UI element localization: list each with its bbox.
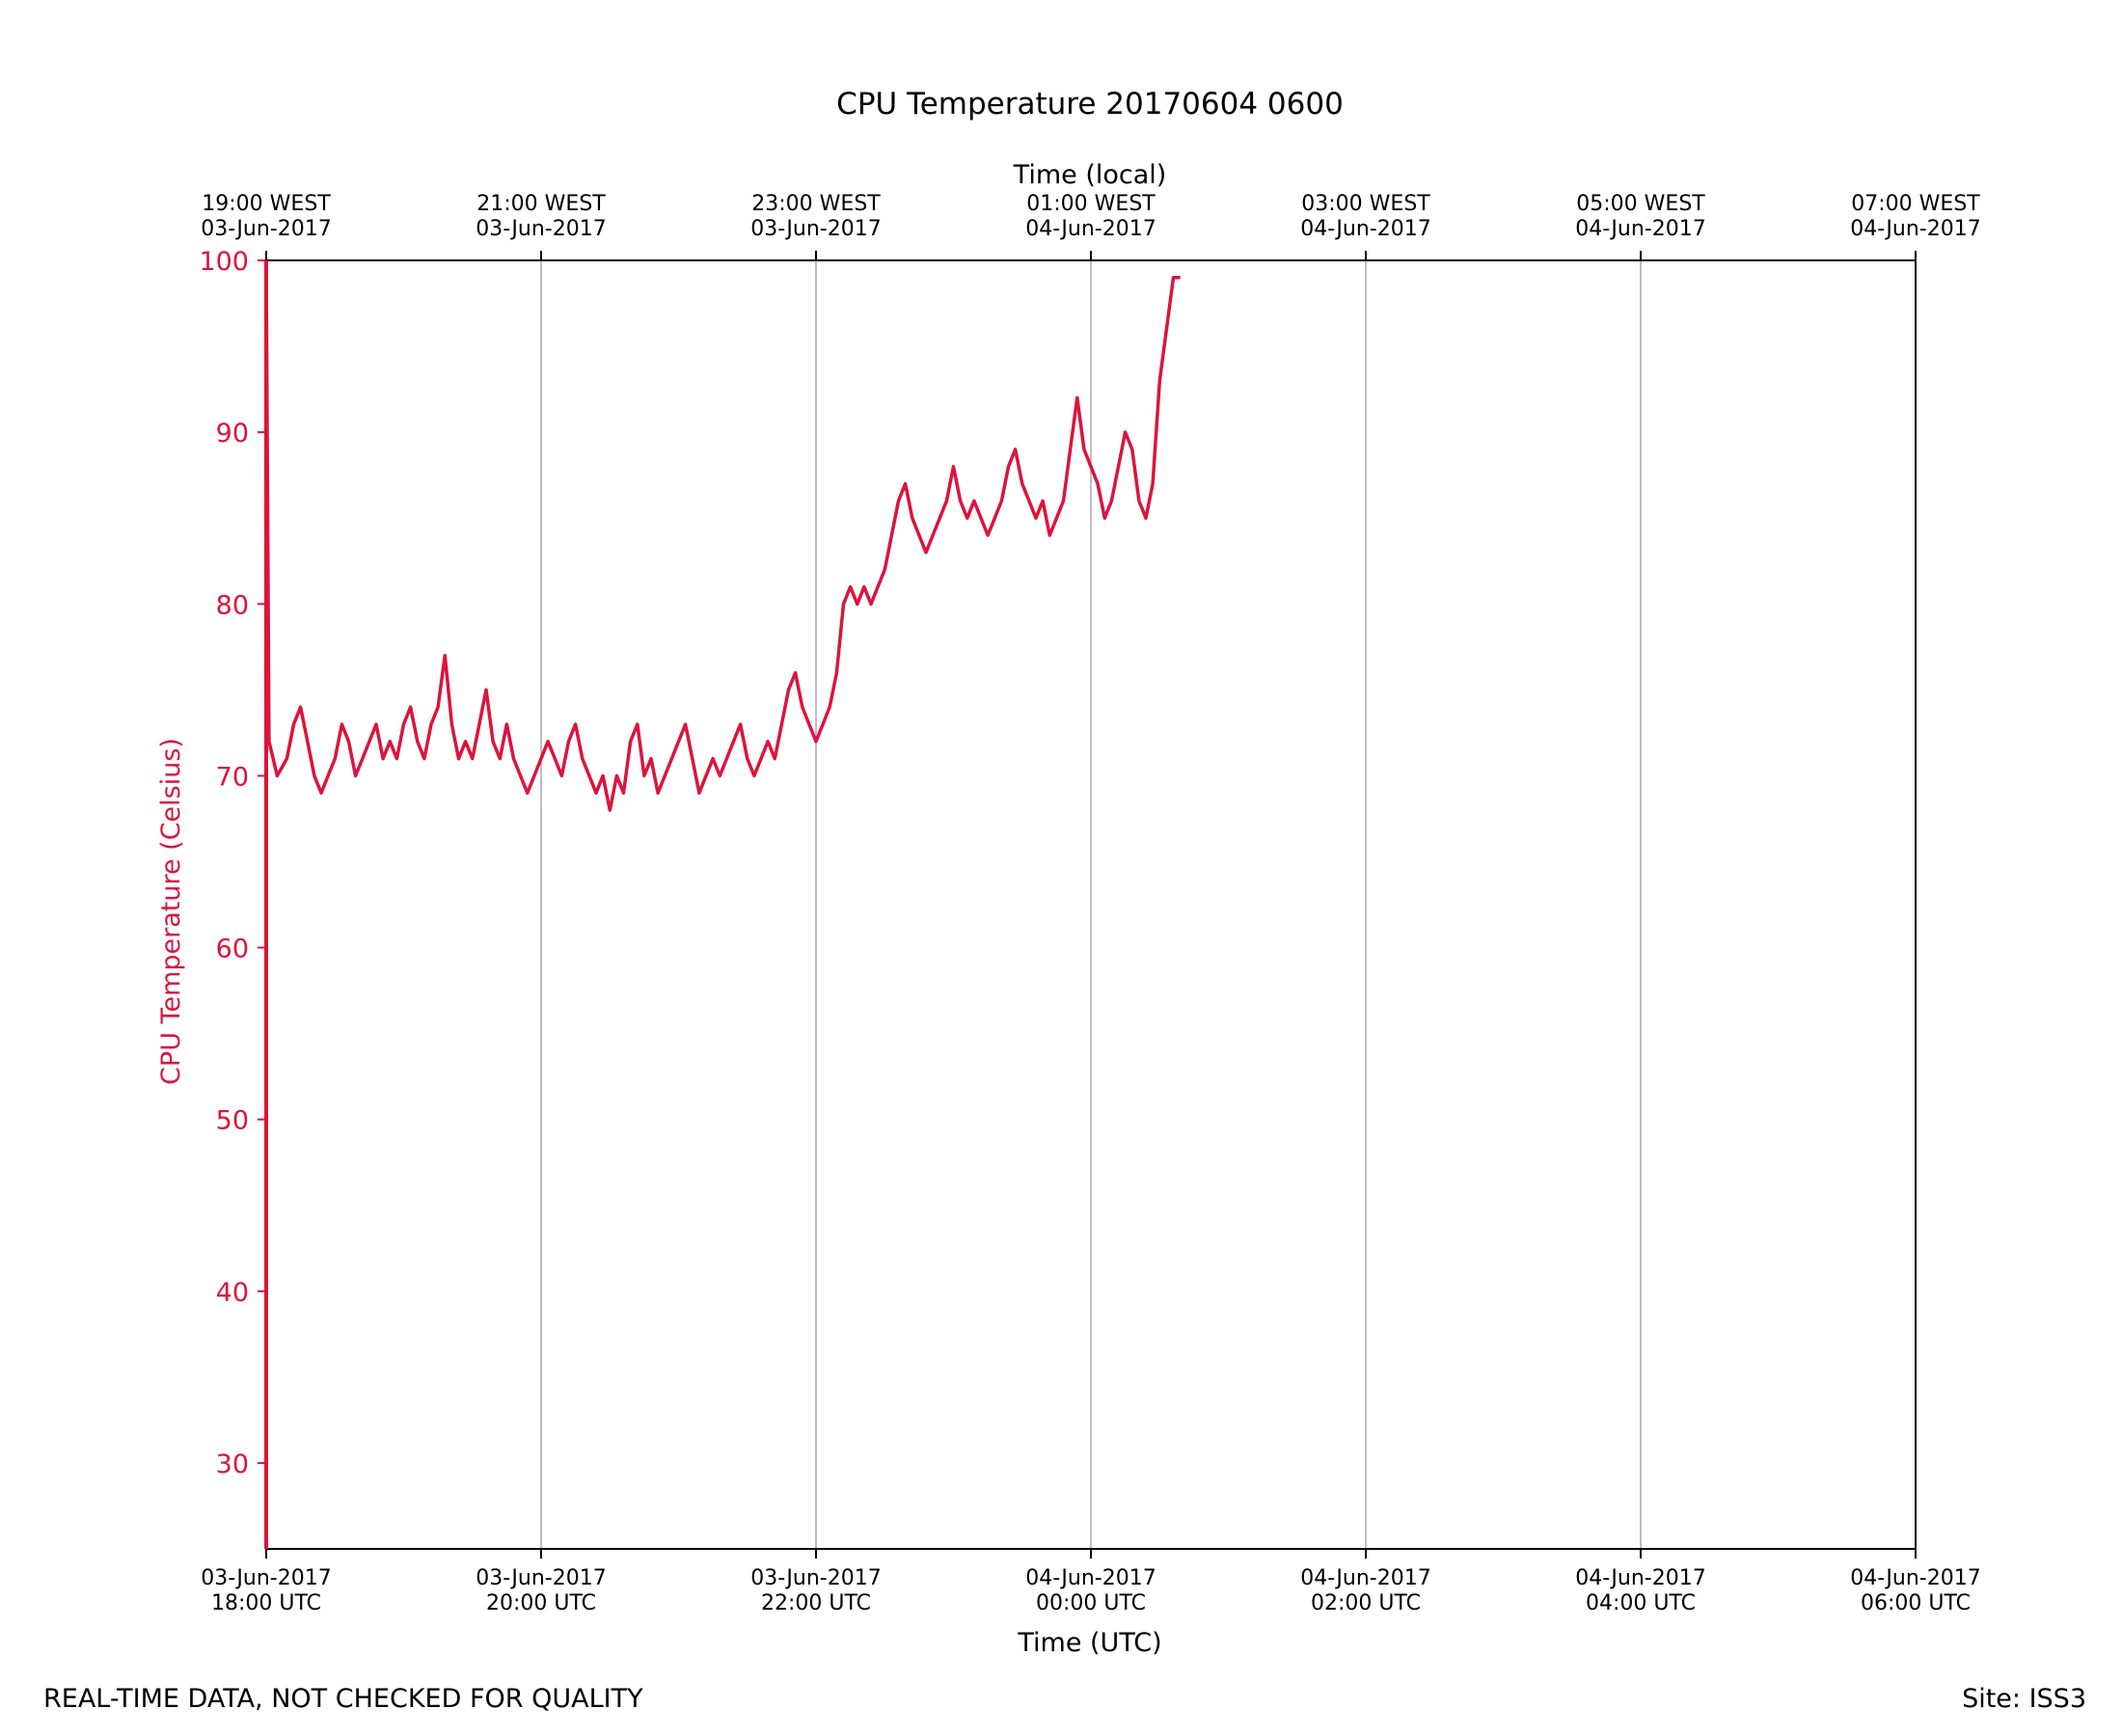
top-tick-date-0: 03-Jun-2017 <box>201 217 331 241</box>
y-tick-label-80: 80 <box>216 590 249 620</box>
y-tick-label-30: 30 <box>216 1450 249 1479</box>
series-line-0 <box>264 258 1181 1549</box>
bottom-tick-time-5: 04:00 UTC <box>1586 1591 1696 1615</box>
y-tick-label-90: 90 <box>216 419 249 448</box>
y-axis-label: CPU Temperature (Celsius) <box>156 738 186 1085</box>
bottom-tick-time-6: 06:00 UTC <box>1861 1591 1971 1615</box>
top-tick-date-3: 04-Jun-2017 <box>1025 217 1156 241</box>
y-tick-label-70: 70 <box>216 762 249 792</box>
top-tick-date-5: 04-Jun-2017 <box>1575 217 1705 241</box>
quality-note: REAL-TIME DATA, NOT CHECKED FOR QUALITY <box>43 1684 643 1714</box>
top-tick-time-4: 03:00 WEST <box>1301 192 1430 216</box>
top-tick-date-2: 03-Jun-2017 <box>750 217 881 241</box>
y-tick-label-100: 100 <box>199 247 249 277</box>
bottom-axis-label: Time (UTC) <box>1017 1628 1161 1658</box>
bottom-tick-time-4: 02:00 UTC <box>1311 1591 1421 1615</box>
top-tick-time-3: 01:00 WEST <box>1026 192 1156 216</box>
y-tick-label-50: 50 <box>216 1106 249 1136</box>
top-tick-time-2: 23:00 WEST <box>751 192 881 216</box>
bottom-tick-date-1: 03-Jun-2017 <box>476 1566 606 1590</box>
bottom-tick-date-5: 04-Jun-2017 <box>1575 1566 1705 1590</box>
top-tick-time-0: 19:00 WEST <box>202 192 331 216</box>
bottom-tick-time-2: 22:00 UTC <box>761 1591 871 1615</box>
series-layer <box>264 258 1181 1549</box>
site-label: Site: ISS3 <box>1962 1684 2086 1714</box>
y-tick-label-60: 60 <box>216 935 249 964</box>
y-tick-label-40: 40 <box>216 1278 249 1308</box>
bottom-tick-date-0: 03-Jun-2017 <box>201 1566 331 1590</box>
top-tick-time-6: 07:00 WEST <box>1851 192 1980 216</box>
bottom-tick-time-3: 00:00 UTC <box>1036 1591 1146 1615</box>
bottom-tick-date-6: 04-Jun-2017 <box>1850 1566 1980 1590</box>
bottom-tick-time-1: 20:00 UTC <box>486 1591 596 1615</box>
top-tick-date-6: 04-Jun-2017 <box>1850 217 1980 241</box>
top-tick-time-5: 05:00 WEST <box>1576 192 1705 216</box>
top-tick-date-1: 03-Jun-2017 <box>476 217 606 241</box>
bottom-tick-time-0: 18:00 UTC <box>211 1591 321 1615</box>
bottom-tick-date-4: 04-Jun-2017 <box>1300 1566 1430 1590</box>
top-tick-time-1: 21:00 WEST <box>476 192 606 216</box>
y-axis-ticks: 30 40 50 60 70 80 90 100 <box>199 247 266 1479</box>
grid-lines <box>540 260 1642 1549</box>
bottom-tick-date-3: 04-Jun-2017 <box>1025 1566 1156 1590</box>
chart-title: CPU Temperature 20170604 0600 <box>836 87 1344 122</box>
top-axis-label: Time (local) <box>1013 160 1167 190</box>
top-tick-date-4: 04-Jun-2017 <box>1300 217 1430 241</box>
bottom-tick-date-2: 03-Jun-2017 <box>750 1566 881 1590</box>
